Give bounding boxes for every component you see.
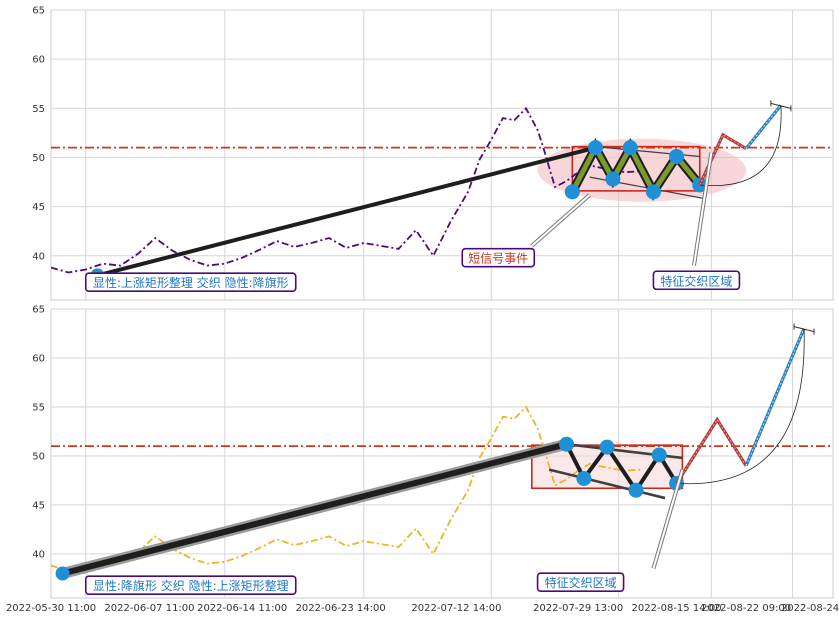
bottom-chart-panel: 40 45 50 55 60 65 显性:降旗形 交织 隐性:上涨矩形整理 特征交织区域 202…	[6, 305, 839, 615]
pivot-point	[651, 447, 667, 463]
annotation-arrow	[531, 194, 591, 247]
y-tick-label: 65	[32, 6, 45, 17]
annotation-box	[461, 247, 536, 268]
pivot-point	[588, 140, 604, 156]
x-tick-label: 2022-08-22 09:00	[701, 603, 791, 614]
pivot-point	[559, 436, 575, 452]
trend-line	[59, 441, 570, 577]
annotation-arrow	[652, 469, 684, 569]
projection-red-dots	[676, 418, 747, 484]
pivot-point	[605, 171, 621, 187]
annotation-box	[84, 575, 297, 595]
top-chart-panel: 40 45 50 55 60 65 显性:上涨矩形整理 交织 隐性:降旗形 短信号事件特征交织…	[32, 6, 834, 301]
projection-blue-dots	[745, 328, 805, 466]
projection-arc	[699, 105, 782, 187]
y-tick-label: 55	[32, 402, 45, 413]
annotation-box	[536, 572, 625, 593]
projection-arc	[676, 328, 805, 485]
x-tick-label: 2022-07-29 13:00	[533, 603, 623, 614]
x-tick-label: 2022-05-30 11:00	[6, 603, 96, 614]
price-series-line	[50, 405, 642, 572]
pivot-point	[564, 184, 580, 200]
pivot-point	[628, 482, 644, 498]
pivot-point	[669, 148, 685, 164]
annotation-text: 显性:降旗形 交织 隐性:上涨矩形整理	[93, 578, 289, 593]
annotation-text: 特征交织区域	[660, 273, 732, 288]
trend-line	[95, 145, 598, 278]
y-tick-label: 60	[32, 55, 45, 66]
y-tick-label: 50	[32, 153, 45, 164]
y-tick-label: 45	[32, 500, 45, 511]
y-tick-label: 65	[32, 305, 45, 316]
channel-line	[548, 468, 666, 500]
projection-red-dots	[699, 134, 747, 186]
x-tick-label: 2022-06-07 11:00	[104, 603, 194, 614]
pivot-point	[645, 184, 661, 200]
y-tick-label: 40	[32, 549, 45, 560]
annotation-box	[84, 272, 297, 293]
y-tick-label: 40	[32, 251, 45, 262]
y-tick-label: 45	[32, 202, 45, 213]
x-tick-label: 2022-06-23 14:00	[296, 603, 386, 614]
y-tick-label: 55	[32, 104, 45, 115]
annotation-text: 特征交织区域	[545, 575, 617, 590]
price-series-line	[50, 106, 642, 274]
annotation-arrow	[692, 152, 713, 266]
y-tick-label: 50	[32, 451, 45, 462]
projection-blue-dots	[745, 105, 782, 149]
x-tick-label: 2022-06-14 11:00	[197, 603, 287, 614]
annotation-text: 显性:上涨矩形整理 交织 隐性:降旗形	[93, 275, 289, 290]
plot-area	[50, 308, 834, 599]
pivot-point	[622, 140, 638, 156]
x-tick-label: 2022-08-24 14:00	[781, 603, 839, 614]
x-tick-label: 2022-08-15 14:00	[632, 603, 722, 614]
pivot-point	[599, 439, 615, 455]
annotation-box	[652, 270, 741, 291]
y-tick-label: 60	[32, 353, 45, 364]
pivot-point	[576, 470, 592, 486]
x-tick-label: 2022-07-12 14:00	[411, 603, 501, 614]
annotation-text: 短信号事件	[468, 252, 528, 266]
trend-start-point	[55, 566, 70, 581]
